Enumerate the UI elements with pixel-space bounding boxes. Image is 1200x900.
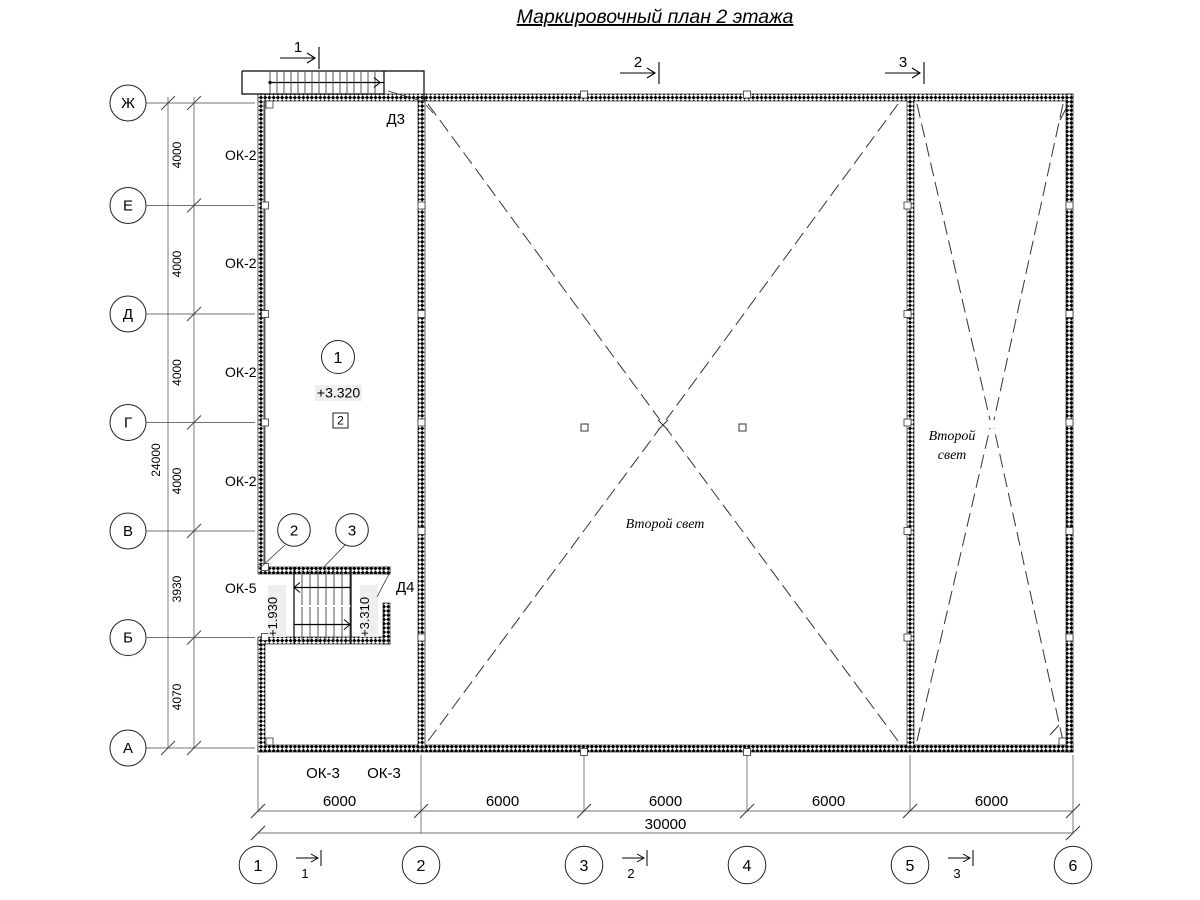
svg-text:1: 1 [334, 350, 343, 367]
svg-text:3: 3 [953, 866, 960, 881]
svg-text:ОК-5: ОК-5 [225, 580, 257, 596]
svg-text:2: 2 [627, 866, 634, 881]
svg-text:24000: 24000 [149, 443, 163, 477]
svg-text:3: 3 [580, 858, 589, 875]
svg-text:ОК-2: ОК-2 [225, 255, 257, 271]
svg-text:2: 2 [417, 858, 426, 875]
svg-text:+3.310: +3.310 [357, 597, 372, 637]
svg-text:4070: 4070 [170, 683, 184, 710]
svg-text:6000: 6000 [812, 793, 845, 810]
svg-text:Второй свет: Второй свет [626, 517, 705, 532]
svg-text:3: 3 [899, 54, 907, 71]
svg-text:1: 1 [254, 858, 263, 875]
svg-text:А: А [123, 740, 133, 757]
svg-text:Д3: Д3 [386, 111, 405, 128]
svg-text:4000: 4000 [170, 141, 184, 168]
svg-text:1: 1 [301, 866, 308, 881]
svg-text:ОК-3: ОК-3 [367, 765, 401, 782]
svg-text:6000: 6000 [975, 793, 1008, 810]
svg-text:ОК-3: ОК-3 [306, 765, 340, 782]
svg-text:6000: 6000 [649, 793, 682, 810]
svg-text:30000: 30000 [645, 816, 687, 833]
svg-text:+3.320: +3.320 [317, 385, 360, 401]
svg-text:3930: 3930 [170, 575, 184, 602]
svg-text:4: 4 [743, 858, 752, 875]
svg-text:ОК-2: ОК-2 [225, 473, 257, 489]
svg-text:6000: 6000 [323, 793, 356, 810]
svg-text:5: 5 [906, 858, 915, 875]
svg-text:1: 1 [294, 39, 302, 56]
svg-text:свет: свет [938, 448, 966, 463]
svg-text:Д: Д [123, 306, 133, 323]
svg-text:4000: 4000 [170, 467, 184, 494]
svg-text:6000: 6000 [486, 793, 519, 810]
svg-text:В: В [123, 523, 133, 540]
svg-text:Второй: Второй [929, 429, 976, 444]
svg-text:Д4: Д4 [396, 579, 415, 596]
svg-text:4000: 4000 [170, 250, 184, 277]
svg-text:4000: 4000 [170, 359, 184, 386]
svg-text:ОК-2: ОК-2 [225, 147, 257, 163]
svg-text:Ж: Ж [121, 95, 135, 112]
svg-text:2: 2 [337, 414, 344, 428]
svg-text:3: 3 [348, 523, 356, 540]
svg-text:Б: Б [123, 630, 133, 647]
svg-text:Е: Е [123, 198, 133, 215]
svg-text:ОК-2: ОК-2 [225, 364, 257, 380]
svg-text:2: 2 [634, 54, 642, 71]
svg-text:+1.930: +1.930 [265, 597, 280, 637]
svg-text:6: 6 [1069, 858, 1078, 875]
svg-text:Маркировочный план 2 этажа: Маркировочный план 2 этажа [517, 6, 794, 28]
svg-text:2: 2 [290, 523, 298, 540]
svg-text:Г: Г [124, 415, 132, 432]
